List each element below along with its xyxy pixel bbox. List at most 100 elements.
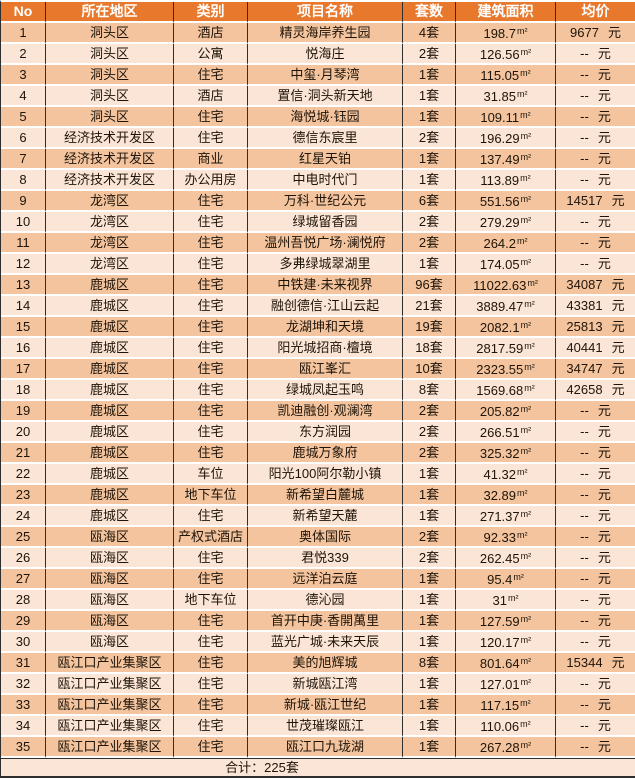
- cell-no: 34: [1, 716, 46, 737]
- table-row: 23 鹿城区 地下车位 新希望白麓城 1套 32.89m² -- 元: [1, 485, 635, 506]
- column-header-price: 均价: [556, 2, 635, 23]
- cell-no: 6: [1, 128, 46, 149]
- cell-price: 34747 元: [556, 359, 635, 380]
- cell-category: 住宅: [174, 296, 248, 317]
- cell-no: 27: [1, 569, 46, 590]
- cell-no: 23: [1, 485, 46, 506]
- cell-project: 瓯江峯汇: [248, 359, 403, 380]
- cell-category: 住宅: [174, 191, 248, 212]
- column-header-no: No: [1, 2, 46, 23]
- cell-project: 君悦339: [248, 548, 403, 569]
- footer-row: 合计：225套: [1, 758, 635, 778]
- cell-project: 鹿城万象府: [248, 443, 403, 464]
- cell-area: 32.89m²: [456, 485, 556, 506]
- cell-project: 新希望白麓城: [248, 485, 403, 506]
- area-unit: m²: [520, 719, 531, 729]
- cell-units: 1套: [403, 464, 456, 485]
- area-unit: m²: [517, 89, 528, 99]
- cell-project: 红星天铂: [248, 149, 403, 170]
- cell-area: 31.85m²: [456, 86, 556, 107]
- cell-project: 新希望天麓: [248, 506, 403, 527]
- cell-no: 29: [1, 611, 46, 632]
- cell-region: 洞头区: [46, 44, 174, 65]
- cell-price: -- 元: [556, 233, 635, 254]
- column-header-project: 项目名称: [248, 2, 403, 23]
- area-unit: m²: [520, 131, 532, 141]
- cell-units: 2套: [403, 212, 456, 233]
- cell-region: 瓯海区: [46, 590, 174, 611]
- cell-no: 8: [1, 170, 46, 191]
- cell-area: 117.15m²: [456, 695, 556, 716]
- cell-units: 1套: [403, 737, 456, 758]
- table-row: 26 瓯海区 住宅 君悦339 2套 262.45m² -- 元: [1, 548, 635, 569]
- cell-price: -- 元: [556, 590, 635, 611]
- cell-region: 鹿城区: [46, 338, 174, 359]
- cell-region: 鹿城区: [46, 422, 174, 443]
- area-unit: m²: [507, 593, 519, 603]
- cell-no: 33: [1, 695, 46, 716]
- cell-price: -- 元: [556, 464, 635, 485]
- cell-no: 5: [1, 107, 46, 128]
- cell-region: 洞头区: [46, 86, 174, 107]
- cell-price: 34087 元: [556, 275, 635, 296]
- cell-no: 20: [1, 422, 46, 443]
- cell-area: 120.17m²: [456, 632, 556, 653]
- area-unit: m²: [517, 530, 528, 540]
- cell-price: -- 元: [556, 149, 635, 170]
- area-unit: m²: [524, 299, 535, 309]
- cell-region: 瓯江口产业集聚区: [46, 674, 174, 695]
- cell-category: 住宅: [174, 275, 248, 296]
- table-row: 4 洞头区 酒店 置信·洞头新天地 1套 31.85m² -- 元: [1, 86, 635, 107]
- cell-project: 精灵海岸养生园: [248, 23, 403, 44]
- cell-category: 商业: [174, 149, 248, 170]
- cell-project: 置信·洞头新天地: [248, 86, 403, 107]
- cell-region: 鹿城区: [46, 317, 174, 338]
- cell-project: 瓯江口九珑湖: [248, 737, 403, 758]
- cell-region: 龙湾区: [46, 212, 174, 233]
- cell-category: 住宅: [174, 65, 248, 86]
- table-row: 24 鹿城区 住宅 新希望天麓 1套 271.37m² -- 元: [1, 506, 635, 527]
- cell-area: 95.4m²: [456, 569, 556, 590]
- cell-region: 鹿城区: [46, 443, 174, 464]
- cell-units: 96套: [403, 275, 456, 296]
- cell-project: 新城·瓯江世纪: [248, 695, 403, 716]
- area-unit: m²: [520, 152, 532, 162]
- area-unit: m²: [520, 110, 531, 120]
- cell-area: 2817.59m²: [456, 338, 556, 359]
- cell-area: 31m²: [456, 590, 556, 611]
- cell-units: 1套: [403, 86, 456, 107]
- column-header-category: 类别: [174, 2, 248, 23]
- cell-category: 住宅: [174, 632, 248, 653]
- cell-area: 196.29m²: [456, 128, 556, 149]
- cell-category: 住宅: [174, 254, 248, 275]
- cell-project: 首开中庚·香開萬里: [248, 611, 403, 632]
- cell-category: 住宅: [174, 128, 248, 149]
- cell-category: 住宅: [174, 107, 248, 128]
- cell-region: 洞头区: [46, 65, 174, 86]
- cell-units: 4套: [403, 23, 456, 44]
- cell-price: -- 元: [556, 506, 635, 527]
- table-row: 7 经济技术开发区 商业 红星天铂 1套 137.49m² -- 元: [1, 149, 635, 170]
- cell-price: 14517 元: [556, 191, 635, 212]
- cell-price: -- 元: [556, 611, 635, 632]
- cell-no: 25: [1, 527, 46, 548]
- cell-no: 2: [1, 44, 46, 65]
- area-unit: m²: [513, 572, 524, 582]
- area-unit: m²: [517, 26, 528, 36]
- cell-price: -- 元: [556, 548, 635, 569]
- cell-area: 205.82m²: [456, 401, 556, 422]
- cell-no: 21: [1, 443, 46, 464]
- cell-category: 住宅: [174, 359, 248, 380]
- cell-units: 2套: [403, 548, 456, 569]
- cell-price: -- 元: [556, 716, 635, 737]
- cell-category: 公寓: [174, 44, 248, 65]
- cell-no: 26: [1, 548, 46, 569]
- cell-category: 住宅: [174, 380, 248, 401]
- total-label: 合计：225套: [225, 760, 299, 775]
- table-row: 6 经济技术开发区 住宅 德信东宸里 2套 196.29m² -- 元: [1, 128, 635, 149]
- cell-units: 10套: [403, 359, 456, 380]
- table-row: 19 鹿城区 住宅 凯迪融创·观澜湾 2套 205.82m² -- 元: [1, 401, 635, 422]
- cell-no: 35: [1, 737, 46, 758]
- cell-no: 24: [1, 506, 46, 527]
- area-unit: m²: [520, 446, 532, 456]
